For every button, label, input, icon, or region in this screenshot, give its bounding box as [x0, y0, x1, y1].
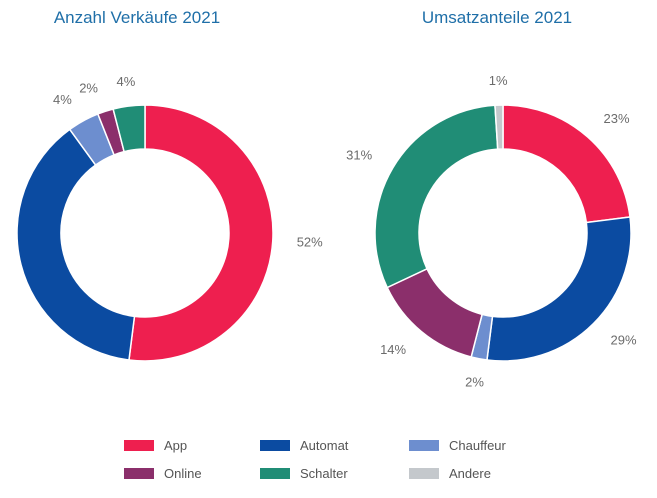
- chart-revenue-share: Umsatzanteile 2021 23% 29% 2% 14% 31% 1%: [346, 8, 637, 389]
- legend-label-andere: Andere: [449, 466, 491, 481]
- legend-swatch-automat: [260, 440, 290, 451]
- legend-label-app: App: [164, 438, 187, 453]
- legend-label-automat: Automat: [300, 438, 349, 453]
- legend-label-chauffeur: Chauffeur: [449, 438, 507, 453]
- legend: App Automat Chauffeur Online Schalter Andere: [124, 438, 507, 481]
- legend-swatch-online: [124, 468, 154, 479]
- legend-swatch-app: [124, 440, 154, 451]
- legend-swatch-schalter: [260, 468, 290, 479]
- data-label-sales-count-online: 2%: [79, 80, 98, 95]
- slices-sales-count: [16, 104, 274, 362]
- legend-swatch-chauffeur: [409, 440, 439, 451]
- data-label-sales-count-schalter: 4%: [117, 74, 136, 89]
- slice-revenue-share-andere: [494, 104, 504, 150]
- labels-sales-count: 52%38%4%2%4%: [53, 74, 323, 250]
- legend-label-online: Online: [164, 466, 202, 481]
- chart-sales-count: Anzahl Verkäufe 2021 52%38%4%2%4%: [16, 8, 323, 362]
- slice-sales-count-schalter: [112, 104, 146, 153]
- data-label-revenue-share-andere: 1%: [489, 73, 508, 88]
- data-label-revenue-share-online: 14%: [380, 342, 406, 357]
- slice-sales-count-automat: [16, 128, 136, 361]
- slice-sales-count-app: [128, 104, 274, 362]
- legend-swatch-andere: [409, 468, 439, 479]
- labels-revenue-share: 23% 29% 2% 14% 31% 1%: [346, 73, 637, 389]
- slice-revenue-share-automat: [486, 216, 632, 362]
- legend-label-schalter: Schalter: [300, 466, 348, 481]
- data-label-sales-count-app: 52%: [297, 235, 323, 250]
- data-label-revenue-share-schalter: 31%: [346, 148, 372, 163]
- data-label-revenue-share-chauffeur: 2%: [465, 374, 484, 389]
- slice-revenue-share-schalter: [374, 104, 499, 289]
- slices-revenue-share: [374, 104, 632, 362]
- chart-title-revenue-share: Umsatzanteile 2021: [422, 8, 572, 27]
- data-label-revenue-share-app: 23%: [604, 111, 630, 126]
- chart-title-sales-count: Anzahl Verkäufe 2021: [54, 8, 220, 27]
- data-label-revenue-share-automat: 29%: [611, 333, 637, 348]
- data-label-sales-count-chauffeur: 4%: [53, 92, 72, 107]
